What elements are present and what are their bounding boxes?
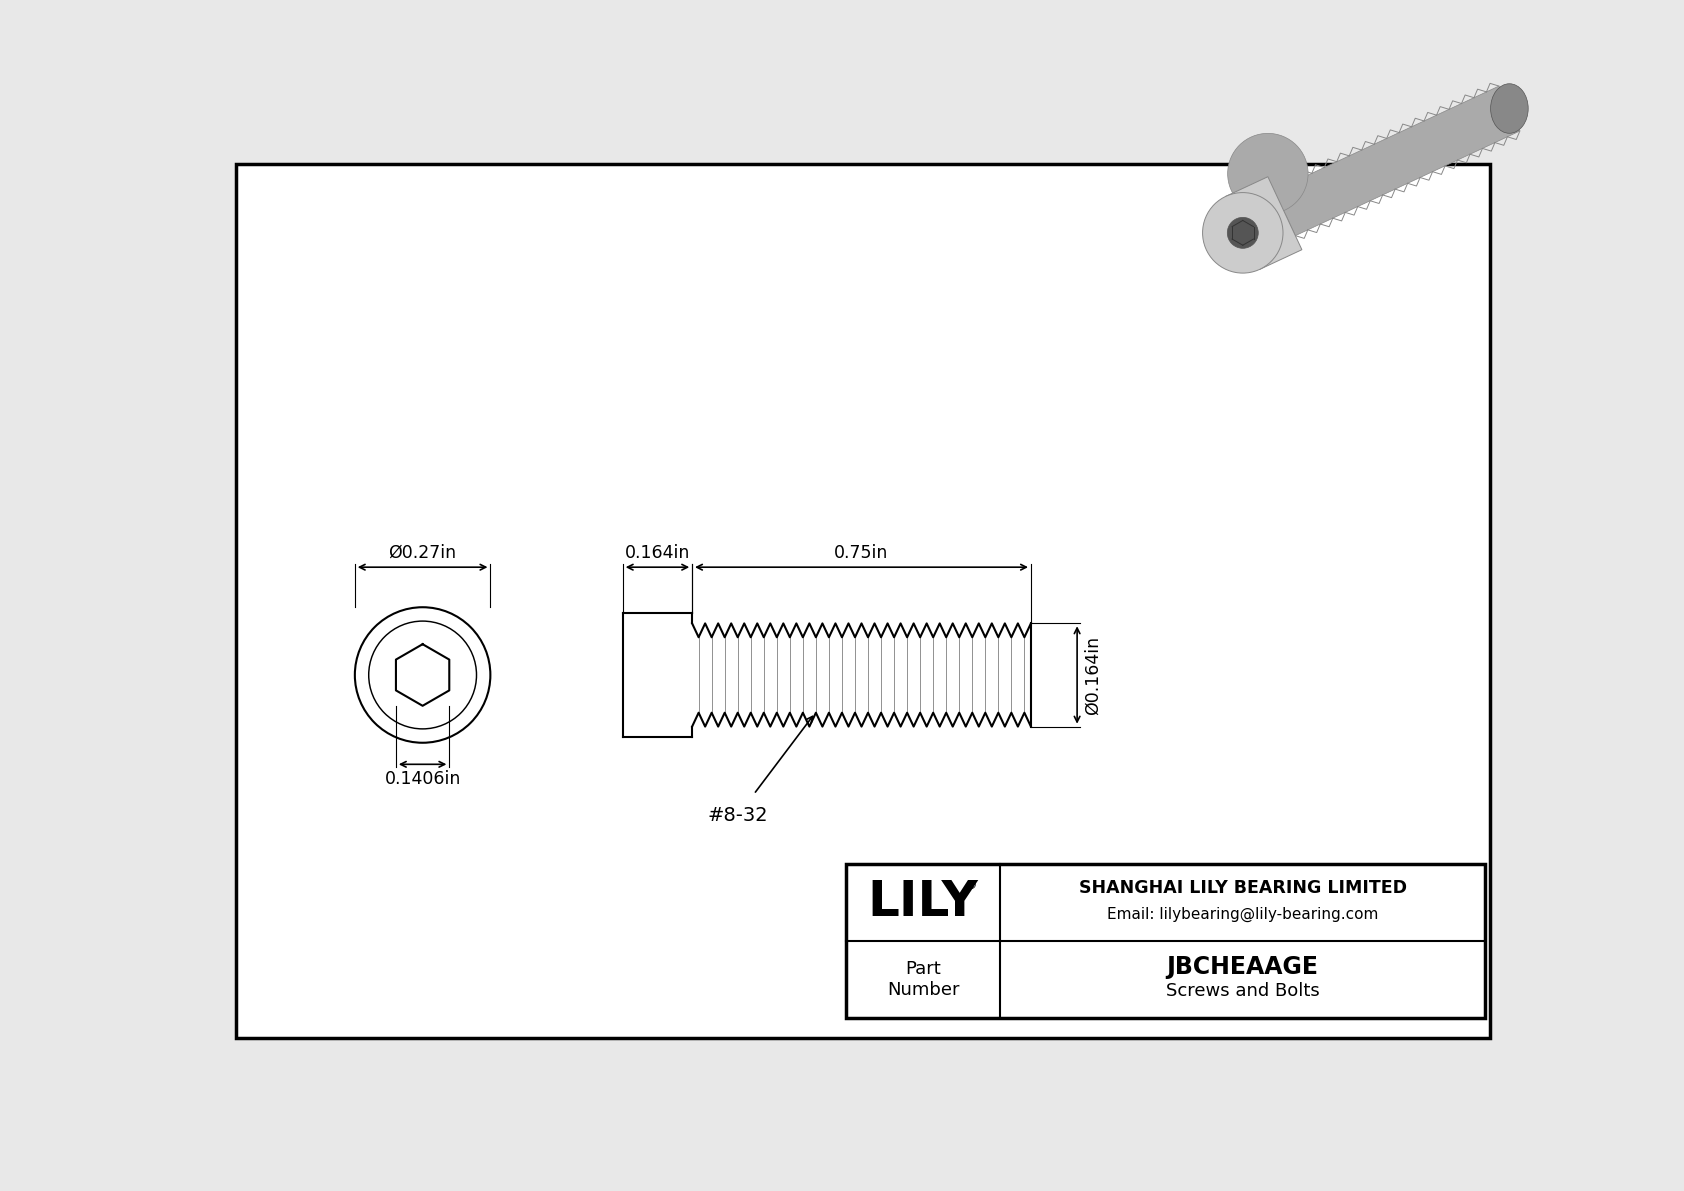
- Text: Email: lilybearing@lily-bearing.com: Email: lilybearing@lily-bearing.com: [1106, 906, 1378, 922]
- Text: 0.164in: 0.164in: [625, 544, 690, 562]
- Text: Screws and Bolts: Screws and Bolts: [1165, 983, 1320, 1000]
- Text: Ø0.27in: Ø0.27in: [389, 544, 456, 562]
- Ellipse shape: [1202, 193, 1283, 273]
- Ellipse shape: [1228, 218, 1258, 249]
- Polygon shape: [1275, 86, 1521, 236]
- Text: SHANGHAI LILY BEARING LIMITED: SHANGHAI LILY BEARING LIMITED: [1079, 879, 1406, 897]
- Bar: [845, 863, 1485, 1017]
- Polygon shape: [1226, 176, 1302, 269]
- Text: ®: ®: [965, 879, 977, 892]
- Text: 0.75in: 0.75in: [834, 544, 889, 562]
- Text: 0.1406in: 0.1406in: [384, 771, 461, 788]
- Text: LILY: LILY: [867, 878, 978, 927]
- Text: #8-32: #8-32: [707, 806, 768, 825]
- Text: Part
Number: Part Number: [887, 960, 960, 998]
- Text: Ø0.164in: Ø0.164in: [1083, 636, 1101, 715]
- Ellipse shape: [1228, 133, 1308, 214]
- Text: JBCHEAAGE: JBCHEAAGE: [1167, 955, 1319, 979]
- Ellipse shape: [1490, 83, 1527, 133]
